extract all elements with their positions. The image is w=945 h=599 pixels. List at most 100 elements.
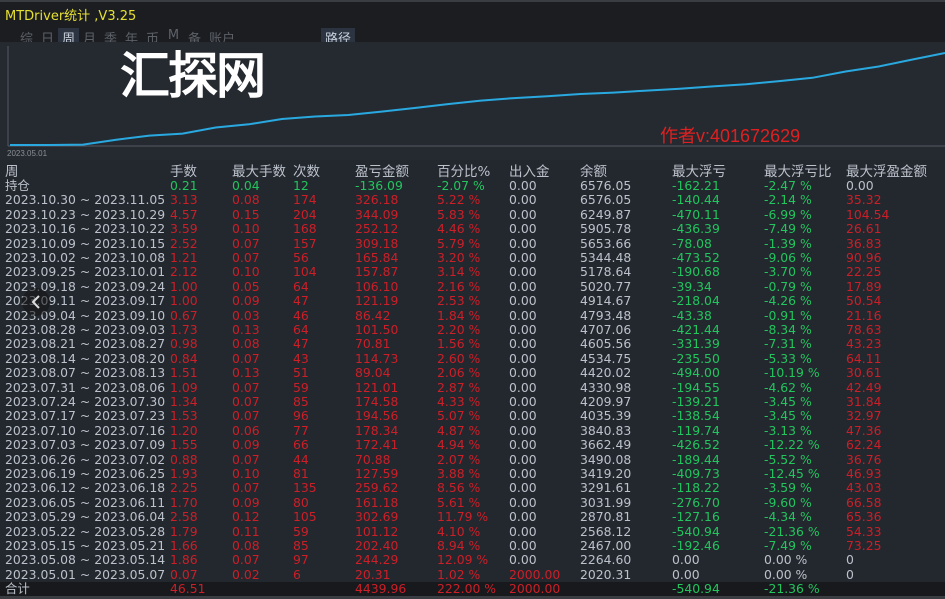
cell-col-0: 持仓 [5,178,30,193]
cell-col-3: 47 [293,336,309,352]
cell-col-5: 5.79 % [437,235,481,251]
cell-col-9: -6.99 % [764,206,812,222]
cell-col-7: 3840.83 [580,422,632,438]
table-row: 2023.05.22 ~ 2023.05.28 1.79 0.11 59 101.12 4… [0,523,945,539]
cell-col-8: -473.52 [672,250,720,265]
cell-col-7: 2870.81 [580,509,632,525]
cell-col-7: 5178.64 [580,264,632,280]
table-row: 2023.05.01 ~ 2023.05.07 0.07 0.02 6 20.31 1.0… [0,566,945,582]
cell-col-2: 0.09 [232,437,260,453]
cell-col-5: 1.56 % [437,336,481,352]
cell-col-5: 5.61 % [437,494,481,510]
cell-col-0: 2023.10.02 ~ 2023.10.08 [5,250,166,265]
cell-col-7: 3419.20 [580,466,632,481]
cell-col-7: 6576.05 [580,192,632,208]
cell-col-0: 2023.05.15 ~ 2023.05.21 [5,538,166,553]
cell-col-3: 85 [293,394,309,409]
cell-col-6: 0.00 [509,451,537,467]
cell-col-4: 86.42 [355,307,391,323]
cell-col-5: 8.94 % [437,538,481,553]
cell-col-0: 2023.07.31 ~ 2023.08.06 [5,379,166,395]
cell-col-4: 101.50 [355,322,399,337]
table-row: 2023.09.25 ~ 2023.10.01 2.12 0.10 104 157.87… [0,265,945,279]
cell-col-10: 65.36 [846,509,882,525]
cell-col-0: 2023.07.03 ~ 2023.07.09 [5,437,166,453]
cell-col-9: -9.06 % [764,250,812,265]
cell-col-2: 0.04 [232,178,260,193]
cell-col-7: 3291.61 [580,480,632,496]
cell-col-2: 0.12 [232,509,260,525]
cell-col-10: 54.33 [846,523,882,539]
cell-col-7: 4534.75 [580,350,632,366]
cell-col-0: 2023.08.28 ~ 2023.09.03 [5,322,166,337]
cell-col-7: 5344.48 [580,250,632,265]
cell-col-2: 0.07 [232,350,260,366]
cell-col-0: 2023.06.12 ~ 2023.06.18 [5,480,166,496]
cell-col-0: 2023.06.19 ~ 2023.06.25 [5,466,166,481]
cell-col-7: 4707.06 [580,322,632,337]
table-row: 2023.06.05 ~ 2023.06.11 1.70 0.09 80 161.18 5… [0,494,945,510]
cell-col-6: 0.00 [509,509,537,525]
cell-col-1: 手数 [170,164,197,180]
cell-col-5: 5.22 % [437,192,481,208]
cell-col-1: 1.34 [170,394,198,409]
cell-col-0: 2023.06.05 ~ 2023.06.11 [5,494,166,510]
cell-col-5: 4.10 % [437,523,481,539]
cell-col-10: 21.16 [846,307,882,323]
cell-col-7: 5020.77 [580,278,632,294]
cell-col-10: 36.83 [846,235,882,251]
cell-col-0: 2023.06.26 ~ 2023.07.02 [5,451,166,467]
cell-col-6: 0.00 [509,264,537,280]
cell-col-7: 4035.39 [580,408,632,424]
cell-col-0: 2023.10.09 ~ 2023.10.15 [5,235,166,251]
cell-col-10: 31.84 [846,394,882,409]
cell-col-4: 194.56 [355,408,399,424]
cell-col-4: 344.09 [355,206,399,222]
cell-col-5: 222.00 % [437,581,497,597]
cell-col-7: 4793.48 [580,307,632,323]
chevron-left-icon[interactable] [22,288,50,316]
cell-col-5: 5.07 % [437,408,481,424]
window-title: MTDriver统计 ,V3.25 [5,9,137,24]
cell-col-5: 2.60 % [437,350,481,366]
tab-7[interactable]: M [167,28,180,43]
cell-col-3: 51 [293,365,309,381]
cell-col-2: 0.07 [232,250,260,265]
cell-col-0: 2023.05.29 ~ 2023.06.04 [5,509,166,525]
cell-col-10: 73.25 [846,538,882,553]
cell-col-6: 0.00 [509,307,537,323]
cell-col-4: 178.34 [355,422,399,438]
cell-col-9: -7.49 % [764,221,812,237]
cell-col-6: 0.00 [509,221,537,237]
cell-col-9: -3.59 % [764,480,812,496]
cell-col-4: 106.10 [355,278,399,294]
table-row: 2023.10.16 ~ 2023.10.22 3.59 0.10 168 252.12… [0,222,945,236]
cell-col-5: 2.07 % [437,451,481,467]
cell-col-10: 0.00 [846,178,874,193]
cell-col-8: -421.44 [672,322,720,337]
cell-col-6: 出入金 [509,164,550,180]
chart-start-date: 2023.05.01 [7,149,48,158]
cell-col-4: 244.29 [355,552,399,568]
cell-col-3: 157 [293,235,317,251]
cell-col-2: 0.13 [232,322,260,337]
cell-col-10: 90.96 [846,250,882,265]
cell-col-10: 30.61 [846,365,882,381]
cell-col-5: 1.84 % [437,307,481,323]
cell-col-1: 46.51 [170,581,206,597]
cell-col-8: -127.16 [672,509,720,525]
cell-col-9: -1.39 % [764,235,812,251]
cell-col-9: -3.45 % [764,394,812,409]
cell-col-4: 121.19 [355,293,399,309]
cell-col-4: 70.81 [355,336,391,352]
cell-col-1: 0.88 [170,451,198,467]
cell-col-6: 2000.00 [509,566,561,582]
cell-col-0: 2023.08.21 ~ 2023.08.27 [5,336,166,352]
cell-col-5: 4.94 % [437,437,481,453]
cell-col-10: 46.93 [846,466,882,481]
cell-col-2: 0.08 [232,192,260,208]
cell-col-5: 百分比% [437,164,491,180]
cell-col-1: 4.57 [170,206,198,222]
cell-col-6: 0.00 [509,480,537,496]
title-bar: MTDriver统计 ,V3.25 综日周月季年币 M 备账户 路径 [0,0,945,47]
